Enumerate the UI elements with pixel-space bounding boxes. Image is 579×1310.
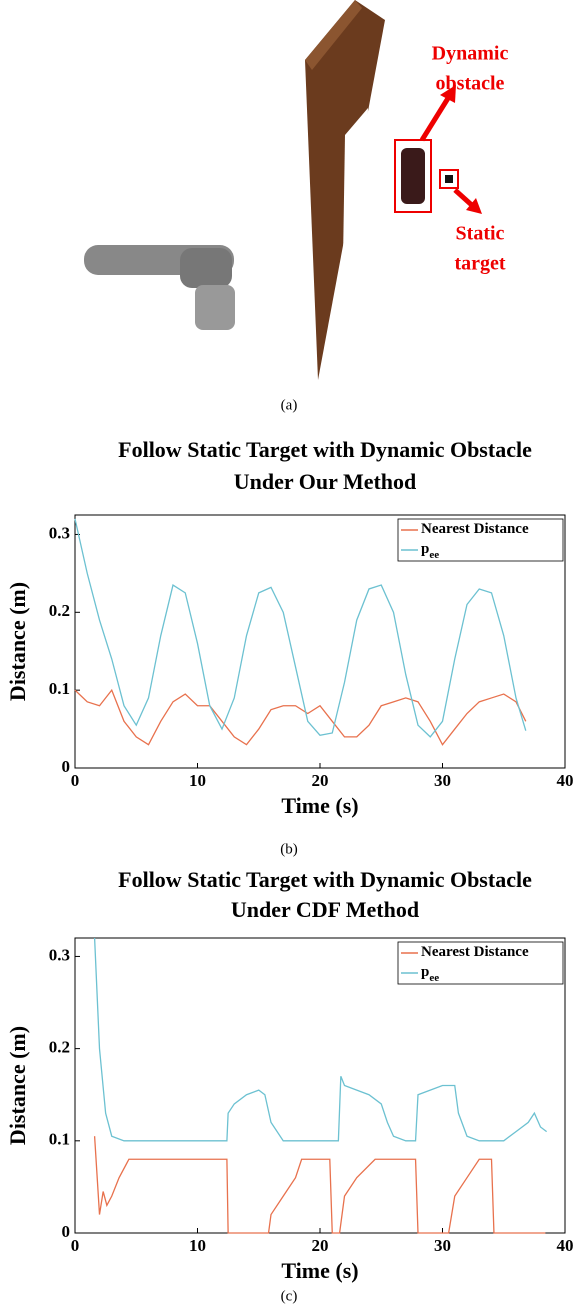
legend-label: p	[421, 541, 429, 557]
caption: (c)	[281, 1288, 298, 1304]
x-tick-label: 0	[71, 771, 80, 790]
x-tick-label: 0	[71, 1236, 80, 1255]
robot-base	[195, 285, 235, 330]
x-tick-label: 30	[434, 1236, 451, 1255]
legend-label: Nearest Distance	[421, 521, 529, 537]
y-tick-label: 0.1	[49, 679, 70, 698]
scene-label: obstacle	[436, 73, 505, 95]
chart-title: Follow Static Target with Dynamic Obstac…	[118, 437, 532, 462]
target	[445, 175, 453, 183]
legend-label: p	[421, 964, 429, 980]
y-axis-label: Distance (m)	[5, 582, 30, 701]
y-axis-label: Distance (m)	[5, 1026, 30, 1145]
x-tick-label: 20	[312, 1236, 329, 1255]
chart-title: Under CDF Method	[231, 897, 419, 922]
x-tick-label: 30	[434, 771, 451, 790]
target-box	[439, 169, 459, 189]
legend-label: Nearest Distance	[421, 944, 529, 960]
obstacle-box	[394, 139, 432, 213]
y-tick-label: 0	[62, 757, 71, 776]
x-tick-label: 40	[557, 771, 574, 790]
scene: Dynamic obstacle Static target (a)	[84, 0, 508, 413]
legend	[397, 941, 564, 985]
series-line	[74, 518, 527, 738]
x-tick-label: 10	[189, 1236, 206, 1255]
x-tick-label: 10	[189, 771, 206, 790]
x-axis-label: Time (s)	[281, 793, 358, 818]
legend-label: pee	[421, 964, 439, 983]
y-tick-label: 0.1	[49, 1130, 70, 1149]
arrow-head	[440, 85, 456, 103]
y-tick-label: 0	[62, 1222, 71, 1241]
legend-label: pee	[421, 541, 439, 560]
wall-edge	[305, 0, 362, 70]
y-tick-label: 0.3	[49, 945, 70, 964]
y-tick-label: 0.2	[49, 601, 70, 620]
x-tick-label: 40	[557, 1236, 574, 1255]
legend-label: Nearest Distance	[421, 521, 529, 537]
caption: (b)	[280, 841, 298, 857]
series-line	[74, 688, 527, 746]
wall-window	[343, 108, 368, 260]
legend-subscript: ee	[429, 549, 439, 561]
arrow-head	[466, 198, 482, 214]
legend	[397, 518, 564, 562]
scene-label: target	[454, 253, 505, 275]
series-line	[93, 937, 548, 1142]
scene-label: Dynamic	[432, 43, 509, 65]
y-tick-label: 0.2	[49, 1038, 70, 1057]
scene-label: Static	[456, 223, 505, 245]
x-axis-label: Time (s)	[281, 1258, 358, 1283]
arrow	[419, 93, 453, 142]
y-tick-label: 0.3	[49, 523, 70, 542]
series-line	[93, 1136, 546, 1234]
legend-label: Nearest Distance	[421, 944, 529, 960]
obstacle-can	[401, 148, 425, 204]
robot-joint	[180, 248, 232, 288]
legend-subscript: ee	[429, 972, 439, 984]
chart-title: Under Our Method	[234, 469, 417, 494]
caption: (a)	[281, 397, 298, 413]
x-tick-label: 20	[312, 771, 329, 790]
chart-title: Follow Static Target with Dynamic Obstac…	[118, 867, 532, 892]
